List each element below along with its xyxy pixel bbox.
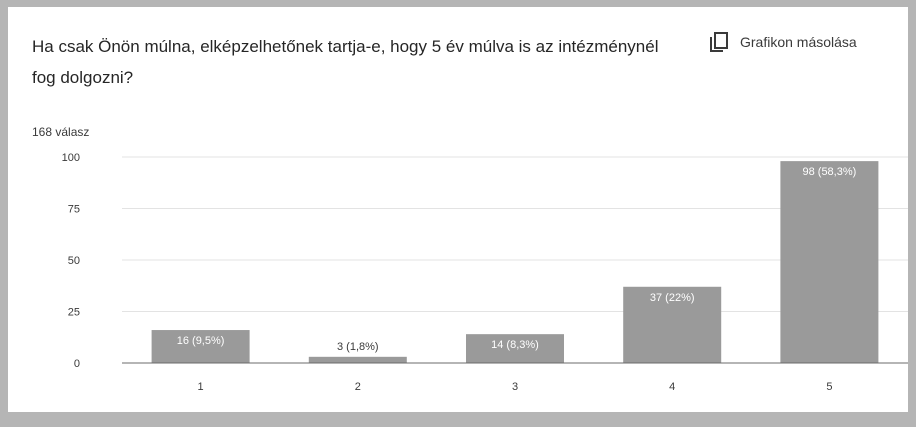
data-label: 98 (58,3%) bbox=[802, 166, 856, 178]
x-tick-label: 5 bbox=[826, 381, 832, 393]
x-tick-label: 4 bbox=[669, 381, 675, 393]
response-count: 168 válasz bbox=[32, 125, 90, 139]
x-tick-label: 2 bbox=[355, 381, 361, 393]
y-tick-label: 75 bbox=[68, 204, 80, 216]
data-label: 16 (9,5%) bbox=[177, 335, 225, 347]
y-tick-label: 50 bbox=[68, 255, 80, 267]
bar bbox=[466, 334, 564, 363]
bar bbox=[780, 161, 879, 363]
copy-icon bbox=[708, 31, 730, 53]
bar bbox=[308, 356, 407, 363]
data-label: 3 (1,8%) bbox=[337, 341, 379, 353]
data-label: 14 (8,3%) bbox=[491, 339, 539, 351]
bar bbox=[151, 330, 250, 363]
data-label: 37 (22%) bbox=[650, 292, 695, 304]
copy-chart-button[interactable]: Grafikon másolása bbox=[708, 29, 857, 55]
x-tick-label: 1 bbox=[198, 381, 204, 393]
bar bbox=[623, 286, 722, 363]
y-tick-label: 25 bbox=[68, 307, 80, 319]
copy-chart-label: Grafikon másolása bbox=[740, 34, 857, 50]
y-tick-label: 0 bbox=[74, 358, 80, 370]
bar-chart: 0 25 50 75 100 16 (9,5%) 1 3 (1,8%) 2 14 (8,3%) 3 3… bbox=[62, 152, 908, 393]
chart-card: Ha csak Önön múlna, elképzelhetőnek tart… bbox=[8, 7, 908, 412]
y-tick-label: 100 bbox=[62, 152, 80, 164]
x-tick-label: 3 bbox=[512, 381, 518, 393]
question-title: Ha csak Önön múlna, elképzelhetőnek tart… bbox=[32, 37, 659, 87]
